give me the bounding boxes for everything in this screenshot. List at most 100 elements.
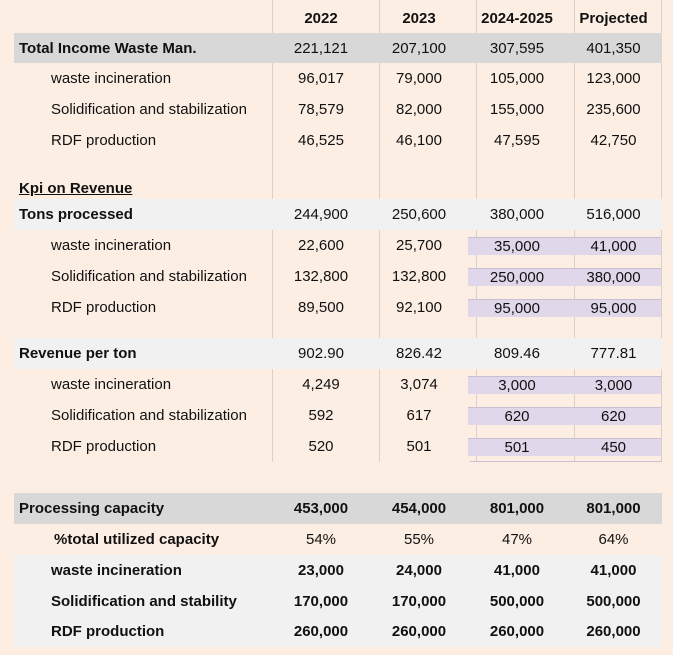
value-cell: 82,000	[396, 101, 442, 118]
value-cell: 516,000	[586, 206, 641, 223]
grid-line	[574, 0, 575, 462]
row-label: Revenue per ton	[19, 345, 137, 362]
value-cell: 170,000	[391, 592, 447, 610]
value-cell: 520	[308, 438, 334, 455]
value-cell: 250,600	[391, 206, 447, 223]
row-label: RDF production	[51, 623, 165, 640]
row-label: waste incineration	[51, 376, 172, 393]
kpi-title-row: Kpi on Revenue	[14, 176, 662, 200]
value-cell: 22,600	[298, 237, 344, 254]
value-cell: 235,600	[586, 101, 641, 118]
value-cell: 41,000	[494, 562, 540, 579]
highlighted-value-cell: 620	[566, 406, 661, 425]
value-cell: 260,000	[293, 623, 349, 640]
row-label: waste incineration	[51, 70, 172, 87]
value-cell: 207,100	[391, 39, 447, 57]
value-cell: 24,000	[396, 562, 442, 579]
value-cell: 453,000	[293, 500, 349, 517]
value-cell: 46,525	[298, 131, 344, 149]
value-cell: 307,595	[489, 39, 545, 57]
value-cell: 64%	[598, 531, 629, 548]
table-row: Solidification and stabilization 592 617…	[14, 400, 662, 431]
value-cell: 801,000	[489, 500, 545, 517]
total-income-row: Total Income Waste Man. 221,121 207,100 …	[14, 33, 662, 63]
value-cell: 401,350	[586, 39, 641, 57]
value-cell: 123,000	[586, 70, 641, 87]
value-cell: 132,800	[391, 268, 447, 285]
tons-processed-row: Tons processed 244,900 250,600 380,000 5…	[14, 199, 662, 230]
value-cell: 617	[406, 407, 432, 424]
row-label: Total Income Waste Man.	[19, 39, 197, 57]
table-row: Solidification and stabilization 132,800…	[14, 261, 662, 292]
row-label: RDF production	[51, 438, 157, 455]
highlighted-value-cell: 501	[468, 437, 566, 456]
highlighted-value-cell: 380,000	[566, 267, 661, 286]
value-cell: 41,000	[590, 562, 637, 579]
value-cell: 47,595	[494, 131, 540, 149]
revenue-per-ton-row: Revenue per ton 902.90 826.42 809.46 777…	[14, 338, 662, 369]
value-cell: 4,249	[302, 376, 340, 393]
highlighted-value-cell: 35,000	[468, 236, 566, 255]
header-2024-2025: 2024-2025	[481, 9, 553, 27]
value-cell: 42,750	[590, 131, 637, 149]
row-label: RDF production	[51, 299, 157, 316]
table-row: RDF production 260,000 260,000 260,000 2…	[14, 616, 662, 647]
value-cell: 89,500	[298, 299, 344, 316]
table-row: RDF production 46,525 46,100 47,595 42,7…	[14, 125, 662, 155]
value-cell: 801,000	[586, 500, 641, 517]
value-cell: 170,000	[293, 592, 349, 610]
row-label: Tons processed	[19, 206, 133, 223]
value-cell: 132,800	[293, 268, 349, 285]
grid-line	[379, 0, 380, 462]
highlighted-value-cell: 620	[468, 406, 566, 425]
value-cell: 3,074	[400, 376, 438, 393]
value-cell: 500,000	[489, 592, 545, 610]
highlighted-value-cell: 250,000	[468, 267, 566, 286]
value-cell: 809.46	[494, 345, 540, 362]
value-cell: 78,579	[298, 101, 344, 118]
value-cell: 221,121	[293, 39, 349, 57]
highlighted-value-cell: 3,000	[566, 375, 661, 394]
value-cell: 260,000	[586, 623, 641, 640]
row-label: Solidification and stabilization	[51, 407, 247, 424]
row-label: waste incineration	[51, 562, 182, 579]
header-row: 2022 2023 2024-2025 Projected	[14, 4, 662, 32]
value-cell: 55%	[403, 531, 435, 548]
table-row: waste incineration 4,249 3,074 3,000 3,0…	[14, 369, 662, 400]
value-cell: 902.90	[298, 345, 344, 362]
table-row: RDF production 520 501 501 450	[14, 431, 662, 462]
header-2023: 2023	[402, 9, 436, 27]
value-cell: 777.81	[590, 345, 637, 362]
table-row: Solidification and stabilization 78,579 …	[14, 94, 662, 125]
value-cell: 46,100	[396, 131, 442, 149]
utilized-capacity-row: %total utilized capacity 54% 55% 47% 64%	[14, 524, 662, 555]
header-projected: Projected	[579, 9, 648, 27]
value-cell: 454,000	[391, 500, 447, 517]
row-label: Solidification and stabilization	[51, 101, 247, 118]
row-label: Processing capacity	[19, 500, 165, 517]
header-2022: 2022	[304, 9, 338, 27]
value-cell: 92,100	[396, 299, 442, 316]
row-label: Solidification and stabilization	[51, 268, 247, 285]
value-cell: 260,000	[489, 623, 545, 640]
kpi-title: Kpi on Revenue	[19, 179, 133, 197]
table-row: waste incineration 23,000 24,000 41,000 …	[14, 555, 662, 586]
highlighted-value-cell: 95,000	[566, 298, 661, 317]
processing-capacity-row: Processing capacity 453,000 454,000 801,…	[14, 493, 662, 524]
value-cell: 105,000	[489, 70, 545, 87]
value-cell: 23,000	[298, 562, 344, 579]
table-row: RDF production 89,500 92,100 95,000 95,0…	[14, 292, 662, 323]
value-cell: 47%	[501, 531, 533, 548]
value-cell: 79,000	[396, 70, 442, 87]
grid-line	[476, 0, 477, 462]
table-row: waste incineration 96,017 79,000 105,000…	[14, 63, 662, 94]
highlighted-value-cell: 450	[566, 437, 661, 456]
value-cell: 380,000	[489, 206, 545, 223]
value-cell: 155,000	[489, 101, 545, 118]
highlighted-value-cell: 95,000	[468, 298, 566, 317]
highlighted-value-cell: 41,000	[566, 236, 661, 255]
value-cell: 244,900	[293, 206, 349, 223]
highlight-bottom-border	[470, 461, 662, 462]
value-cell: 25,700	[396, 237, 442, 254]
